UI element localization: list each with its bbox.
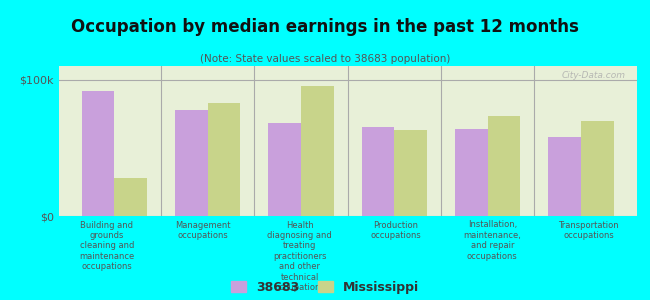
Text: Management
occupations: Management occupations [176,220,231,240]
Bar [175,110,208,216]
Text: Building and
grounds
cleaning and
maintenance
occupations: Building and grounds cleaning and mainte… [79,220,135,271]
Bar [208,103,240,216]
Text: Health
diagnosing and
treating
practitioners
and other
technical
occupations: Health diagnosing and treating practitio… [267,220,332,292]
Bar [581,121,614,216]
Bar [362,128,395,216]
Text: Installation,
maintenance,
and repair
occupations: Installation, maintenance, and repair oc… [463,220,521,261]
Text: Production
occupations: Production occupations [370,220,421,240]
Bar [301,86,333,216]
Bar [455,129,488,216]
Bar [549,137,581,216]
Bar [488,116,521,216]
Text: Occupation by median earnings in the past 12 months: Occupation by median earnings in the pas… [71,18,579,36]
Bar [114,178,147,216]
Legend: 38683, Mississippi: 38683, Mississippi [231,281,419,294]
Bar [395,130,427,216]
Bar [268,123,301,216]
Text: (Note: State values scaled to 38683 population): (Note: State values scaled to 38683 popu… [200,54,450,64]
Text: City-Data.com: City-Data.com [562,70,625,80]
Text: Transportation
occupations: Transportation occupations [558,220,619,240]
Bar [82,91,114,216]
